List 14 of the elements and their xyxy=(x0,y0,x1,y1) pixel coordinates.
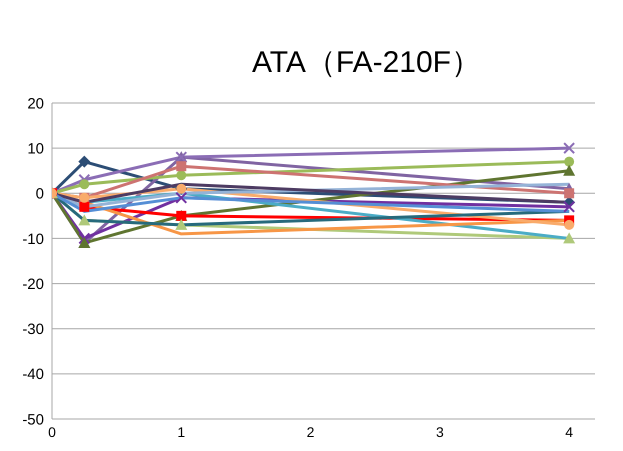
y-tick-label: 0 xyxy=(36,186,44,203)
x-tick-label: 1 xyxy=(177,424,186,440)
y-tick-label: -20 xyxy=(22,276,44,293)
y-tick-label: -30 xyxy=(22,321,44,338)
x-tick-label: 0 xyxy=(48,424,56,440)
chart-title: ATA（FA-210F） xyxy=(251,45,482,81)
y-tick-label: -50 xyxy=(22,411,44,428)
y-tick-label: 10 xyxy=(27,140,44,158)
x-tick-label: 2 xyxy=(306,424,315,440)
y-tick-label: -10 xyxy=(22,230,44,248)
x-tick-label: 3 xyxy=(436,424,444,440)
y-tick-label: 20 xyxy=(27,95,44,112)
y-tick-label: -40 xyxy=(22,366,44,384)
x-tick-label: 4 xyxy=(565,424,574,440)
